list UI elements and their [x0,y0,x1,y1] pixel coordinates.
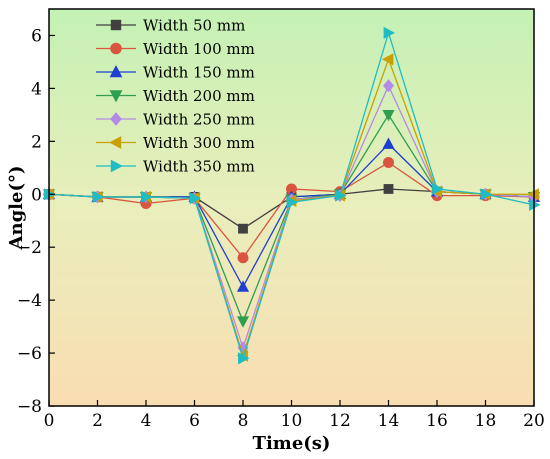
data-point [238,223,248,234]
legend-marker [109,136,122,149]
x-tick-label: 2 [92,411,103,431]
plot-background [49,9,534,406]
data-point [382,137,395,149]
x-tick-label: 4 [141,411,152,431]
legend-label: Width 150 mm [143,64,255,82]
data-point [236,316,250,328]
data-point [236,280,250,292]
y-tick-label: −4 [17,291,42,311]
legend-label: Width 50 mm [143,17,245,35]
x-tick-label: 8 [238,411,249,431]
legend-entry: Width 300 mm [96,134,255,152]
x-tick-label: 6 [189,411,200,431]
y-axis-title: Angle(°) [6,166,27,251]
y-tick-label: −6 [17,344,42,364]
data-point [286,196,298,209]
y-tick-label: 0 [31,185,42,205]
legend-entry: Width 200 mm [96,87,255,105]
y-tick-label: 6 [31,26,42,46]
legend-label: Width 300 mm [143,134,255,152]
x-tick-label: 20 [523,411,545,431]
legend-label: Width 100 mm [143,40,255,58]
legend-marker [110,19,122,31]
x-tick-label: 10 [281,411,303,431]
legend: Width 50 mm Width 100 mm Width 150 mm Width… [96,17,255,176]
data-point [383,184,394,194]
legend-marker [110,112,122,126]
legend-label: Width 250 mm [143,111,255,129]
legend-entry: Width 50 mm [96,17,245,35]
data-point [237,252,249,264]
y-tick-label: 2 [31,132,42,152]
y-tick-label: −2 [17,238,42,258]
legend-entry: Width 250 mm [96,111,255,129]
legend-entry: Width 150 mm [96,64,255,82]
x-axis-title: Time(s) [253,433,331,454]
legend-marker [109,90,123,103]
x-tick-label: 12 [329,411,351,431]
x-tick-label: 14 [378,411,400,431]
y-tick-label: 4 [31,79,42,99]
data-point [432,182,444,196]
data-point [382,109,395,122]
x-tick-label: 18 [475,411,497,431]
data-point [238,352,250,365]
data-point [189,192,201,205]
data-point [92,190,104,203]
data-point [383,79,394,93]
legend-label: Width 200 mm [143,87,255,105]
data-point [383,26,395,39]
x-tick-label: 16 [426,411,448,431]
axes-layer: 0 2 4 6 8 10 12 14 16 18 20 −8 −6 −4 −2 0 2 4 6 [17,26,545,431]
data-point [480,188,492,201]
x-tick-label: 0 [44,411,55,431]
legend-marker [110,159,123,173]
data-point [382,157,394,169]
data-point [382,53,394,66]
legend-label: Width 350 mm [143,158,255,176]
legend-marker [110,42,122,55]
legend-entry: Width 100 mm [96,40,255,58]
y-tick-label: −8 [17,397,42,417]
legend-marker [109,65,123,78]
legend-entry: Width 350 mm [96,158,255,176]
data-point [141,190,153,203]
data-point [335,189,347,202]
